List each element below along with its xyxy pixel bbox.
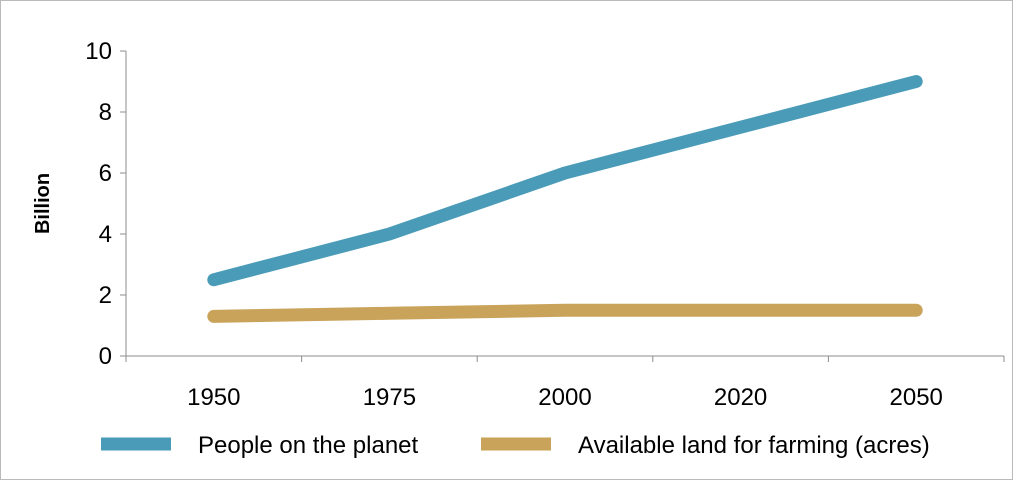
x-tick-label: 1950: [187, 384, 240, 411]
series-line-available-land-for-farming: [207, 303, 923, 323]
y-tick-label: 6: [99, 160, 112, 187]
x-tick-label: 2020: [714, 384, 767, 411]
y-tick-label: 8: [99, 99, 112, 126]
x-axis: 1950 1975 2000 2020 2050: [125, 355, 1005, 411]
y-tick-label: 2: [99, 282, 112, 309]
series-line-people-on-the-planet: [207, 75, 923, 287]
y-tick-label: 0: [99, 343, 112, 370]
y-tick-label: 4: [99, 221, 112, 248]
x-tick-label: 2050: [890, 384, 943, 411]
legend-label: Available land for farming (acres): [578, 432, 930, 459]
x-tick-label: 1975: [363, 384, 416, 411]
y-axis-title: Billion: [32, 173, 54, 234]
y-tick-label: 10: [85, 38, 112, 65]
legend: People on the planet Available land for f…: [101, 432, 930, 459]
legend-label: People on the planet: [198, 432, 419, 459]
series-lines: [207, 75, 923, 323]
x-tick-label: 2000: [538, 384, 591, 411]
y-axis: 0 2 4 6 8 10: [85, 38, 127, 370]
